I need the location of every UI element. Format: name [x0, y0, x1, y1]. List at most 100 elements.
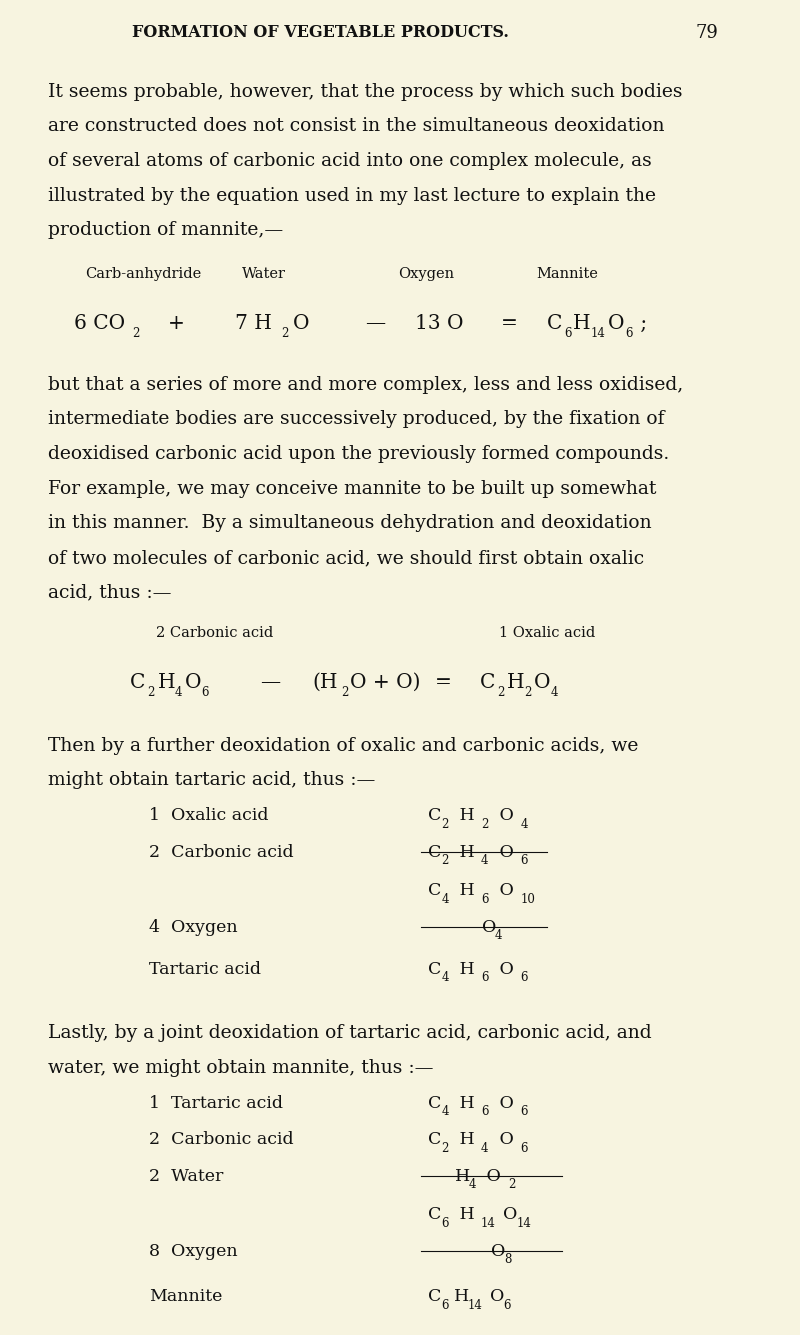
Text: 4: 4 [175, 686, 182, 698]
Text: ;: ; [634, 314, 647, 334]
Text: 6: 6 [202, 686, 210, 698]
Text: C: C [130, 673, 146, 693]
Text: FORMATION OF VEGETABLE PRODUCTS.: FORMATION OF VEGETABLE PRODUCTS. [132, 24, 509, 41]
Text: 2: 2 [341, 686, 348, 698]
Text: illustrated by the equation used in my last lecture to explain the: illustrated by the equation used in my l… [48, 187, 656, 204]
Text: H: H [455, 1168, 470, 1184]
Text: O: O [481, 1168, 501, 1184]
Text: Carb-anhydride: Carb-anhydride [86, 267, 202, 280]
Text: H: H [454, 882, 475, 898]
Text: 6: 6 [442, 1216, 449, 1230]
Text: O: O [494, 844, 514, 861]
Text: O + O): O + O) [350, 673, 420, 693]
Text: 8: 8 [505, 1254, 512, 1266]
Text: 6: 6 [442, 1299, 449, 1312]
Text: 2: 2 [442, 854, 449, 868]
Text: 2  Carbonic acid: 2 Carbonic acid [149, 844, 294, 861]
Text: —: — [261, 673, 281, 693]
Text: 14: 14 [467, 1299, 482, 1312]
Text: 2: 2 [132, 327, 139, 340]
Text: O: O [482, 918, 496, 936]
Text: 6 CO: 6 CO [74, 314, 126, 334]
Text: 4: 4 [442, 1105, 449, 1119]
Text: deoxidised carbonic acid upon the previously formed compounds.: deoxidised carbonic acid upon the previo… [48, 445, 670, 463]
Text: are constructed does not consist in the simultaneous deoxidation: are constructed does not consist in the … [48, 117, 665, 135]
Text: 2: 2 [508, 1179, 515, 1191]
Text: 14: 14 [481, 1216, 496, 1230]
Text: 6: 6 [520, 1141, 528, 1155]
Text: intermediate bodies are successively produced, by the fixation of: intermediate bodies are successively pro… [48, 410, 665, 429]
Text: 6: 6 [520, 972, 528, 984]
Text: O: O [608, 314, 625, 334]
Text: 8  Oxygen: 8 Oxygen [149, 1243, 238, 1260]
Text: in this manner.  By a simultaneous dehydration and deoxidation: in this manner. By a simultaneous dehydr… [48, 514, 652, 533]
Text: Mannite: Mannite [149, 1288, 222, 1306]
Text: 6: 6 [503, 1299, 510, 1312]
Text: 2: 2 [442, 818, 449, 830]
Text: 2  Water: 2 Water [149, 1168, 223, 1184]
Text: of several atoms of carbonic acid into one complex molecule, as: of several atoms of carbonic acid into o… [48, 152, 652, 170]
Text: H: H [574, 314, 591, 334]
Text: 79: 79 [695, 24, 718, 41]
Text: H: H [454, 1095, 475, 1112]
Text: H: H [454, 1288, 470, 1306]
Text: 6: 6 [564, 327, 572, 340]
Text: 4  Oxygen: 4 Oxygen [149, 918, 238, 936]
Text: 2: 2 [498, 686, 505, 698]
Text: =: = [501, 314, 518, 334]
Text: of two molecules of carbonic acid, we should first obtain oxalic: of two molecules of carbonic acid, we sh… [48, 549, 645, 567]
Text: C: C [480, 673, 495, 693]
Text: H: H [454, 1206, 475, 1223]
Text: 7 H: 7 H [234, 314, 271, 334]
Text: C: C [428, 844, 442, 861]
Text: water, we might obtain mannite, thus :—: water, we might obtain mannite, thus :— [48, 1059, 434, 1077]
Text: acid, thus :—: acid, thus :— [48, 583, 172, 602]
Text: O: O [293, 314, 309, 334]
Text: C: C [428, 1095, 442, 1112]
Text: 2: 2 [282, 327, 289, 340]
Text: 4: 4 [520, 818, 528, 830]
Text: production of mannite,—: production of mannite,— [48, 222, 284, 239]
Text: 1  Tartaric acid: 1 Tartaric acid [149, 1095, 283, 1112]
Text: C: C [428, 961, 442, 977]
Text: It seems probable, however, that the process by which such bodies: It seems probable, however, that the pro… [48, 83, 683, 100]
Text: —: — [365, 314, 385, 334]
Text: O: O [494, 1095, 514, 1112]
Text: O: O [494, 882, 514, 898]
Text: 4: 4 [442, 893, 449, 905]
Text: O: O [494, 961, 514, 977]
Text: 14: 14 [517, 1216, 531, 1230]
Text: For example, we may conceive mannite to be built up somewhat: For example, we may conceive mannite to … [48, 479, 657, 498]
Text: C: C [428, 808, 442, 824]
Text: 6: 6 [481, 1105, 489, 1119]
Text: 2: 2 [481, 818, 488, 830]
Text: C: C [428, 1131, 442, 1148]
Text: 4: 4 [442, 972, 449, 984]
Text: 6: 6 [520, 854, 528, 868]
Text: Then by a further deoxidation of oxalic and carbonic acids, we: Then by a further deoxidation of oxalic … [48, 737, 638, 754]
Text: 13 O: 13 O [415, 314, 464, 334]
Text: 4: 4 [495, 929, 502, 943]
Text: Oxygen: Oxygen [398, 267, 454, 280]
Text: 1  Oxalic acid: 1 Oxalic acid [149, 808, 268, 824]
Text: Lastly, by a joint deoxidation of tartaric acid, carbonic acid, and: Lastly, by a joint deoxidation of tartar… [48, 1024, 652, 1043]
Text: H: H [454, 808, 475, 824]
Text: 2: 2 [524, 686, 531, 698]
Text: =: = [434, 673, 452, 693]
Text: H: H [454, 961, 475, 977]
Text: 2: 2 [147, 686, 154, 698]
Text: 6: 6 [626, 327, 633, 340]
Text: 4: 4 [481, 1141, 489, 1155]
Text: Tartaric acid: Tartaric acid [149, 961, 261, 977]
Text: H: H [454, 1131, 475, 1148]
Text: Mannite: Mannite [536, 267, 598, 280]
Text: 6: 6 [520, 1105, 528, 1119]
Text: +: + [167, 314, 184, 334]
Text: 10: 10 [520, 893, 535, 905]
Text: but that a series of more and more complex, less and less oxidised,: but that a series of more and more compl… [48, 376, 684, 394]
Text: might obtain tartaric acid, thus :—: might obtain tartaric acid, thus :— [48, 772, 376, 789]
Text: C: C [428, 882, 442, 898]
Text: C: C [428, 1206, 442, 1223]
Text: H: H [158, 673, 175, 693]
Text: 2 Carbonic acid: 2 Carbonic acid [156, 626, 274, 639]
